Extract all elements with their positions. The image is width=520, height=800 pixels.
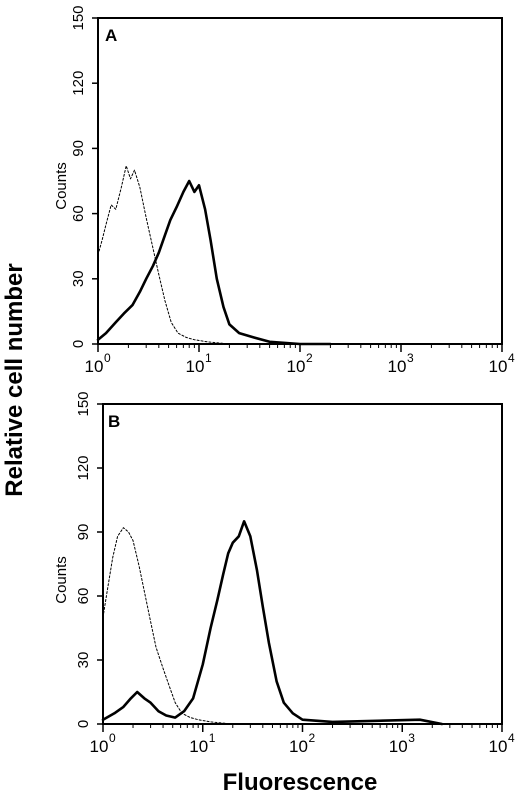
panel-a-xtick-exponent: 3: [407, 351, 414, 365]
panel-b-ytick-label: 90: [75, 524, 92, 541]
panel-a-xtick-label: 10: [388, 357, 407, 376]
panel-b-xtick-label: 10: [489, 737, 508, 756]
panel-a-ytick-label: 60: [70, 205, 87, 222]
panel-b-xtick-exponent: 2: [309, 731, 316, 745]
panel-a-ytick-label: 30: [70, 270, 87, 287]
panel-b-frame: [102, 403, 503, 725]
panel-b-xtick-exponent: 0: [109, 731, 116, 745]
panel-a-xtick-exponent: 1: [205, 351, 212, 365]
panel-b-series-dashed: [102, 527, 273, 725]
panel-a-xtick-exponent: 2: [306, 351, 313, 365]
panel-b-ytick-label: 60: [75, 588, 92, 605]
panel-a-ytick-label: 150: [70, 5, 87, 30]
panel-b-series: [101, 519, 444, 726]
panel-a-frame: [97, 17, 503, 345]
panel-a-ytick-label: 120: [70, 71, 87, 96]
panel-b-letter: B: [108, 412, 120, 431]
panel-b-xtick-label: 10: [90, 737, 109, 756]
panel-b-series-solid: [101, 519, 444, 726]
panel-b-xtick-label: 10: [189, 737, 208, 756]
y-axis-title: Relative cell number: [1, 263, 28, 496]
panel-a-xtick-label: 10: [85, 357, 104, 376]
panel-b-xtick-exponent: 1: [209, 731, 216, 745]
panel-a-xtick-label: 10: [186, 357, 205, 376]
panel-b-xtick-label: 10: [389, 737, 408, 756]
panel-a-xtick-exponent: 4: [508, 351, 515, 365]
panel-b-ytick-label: 30: [75, 652, 92, 669]
panel-b-ytick-label: 150: [75, 391, 92, 416]
panel-a-ytick-label: 90: [70, 140, 87, 157]
panel-a-xtick-label: 10: [489, 357, 508, 376]
panel-b-xtick-label: 10: [289, 737, 308, 756]
panel-a-ylabel: Counts: [53, 162, 70, 210]
panel-b-ytick-label: 0: [75, 720, 92, 728]
panel-b-xtick-exponent: 4: [508, 731, 515, 745]
x-axis-title: Fluorescence: [223, 769, 378, 796]
panel-b-ytick-label: 120: [75, 455, 92, 480]
panel-a-series-dashed: [97, 165, 261, 345]
panel-a-xtick-label: 10: [287, 357, 306, 376]
panel-a-series-solid: [96, 179, 332, 346]
panel-a-ytick-label: 0: [70, 340, 87, 348]
panel-a-series: [96, 165, 332, 346]
panel-b-ylabel: Counts: [53, 556, 70, 604]
panel-a-xtick-exponent: 0: [104, 351, 111, 365]
panel-a-letter: A: [105, 26, 117, 45]
panel-b-xtick-exponent: 3: [408, 731, 415, 745]
